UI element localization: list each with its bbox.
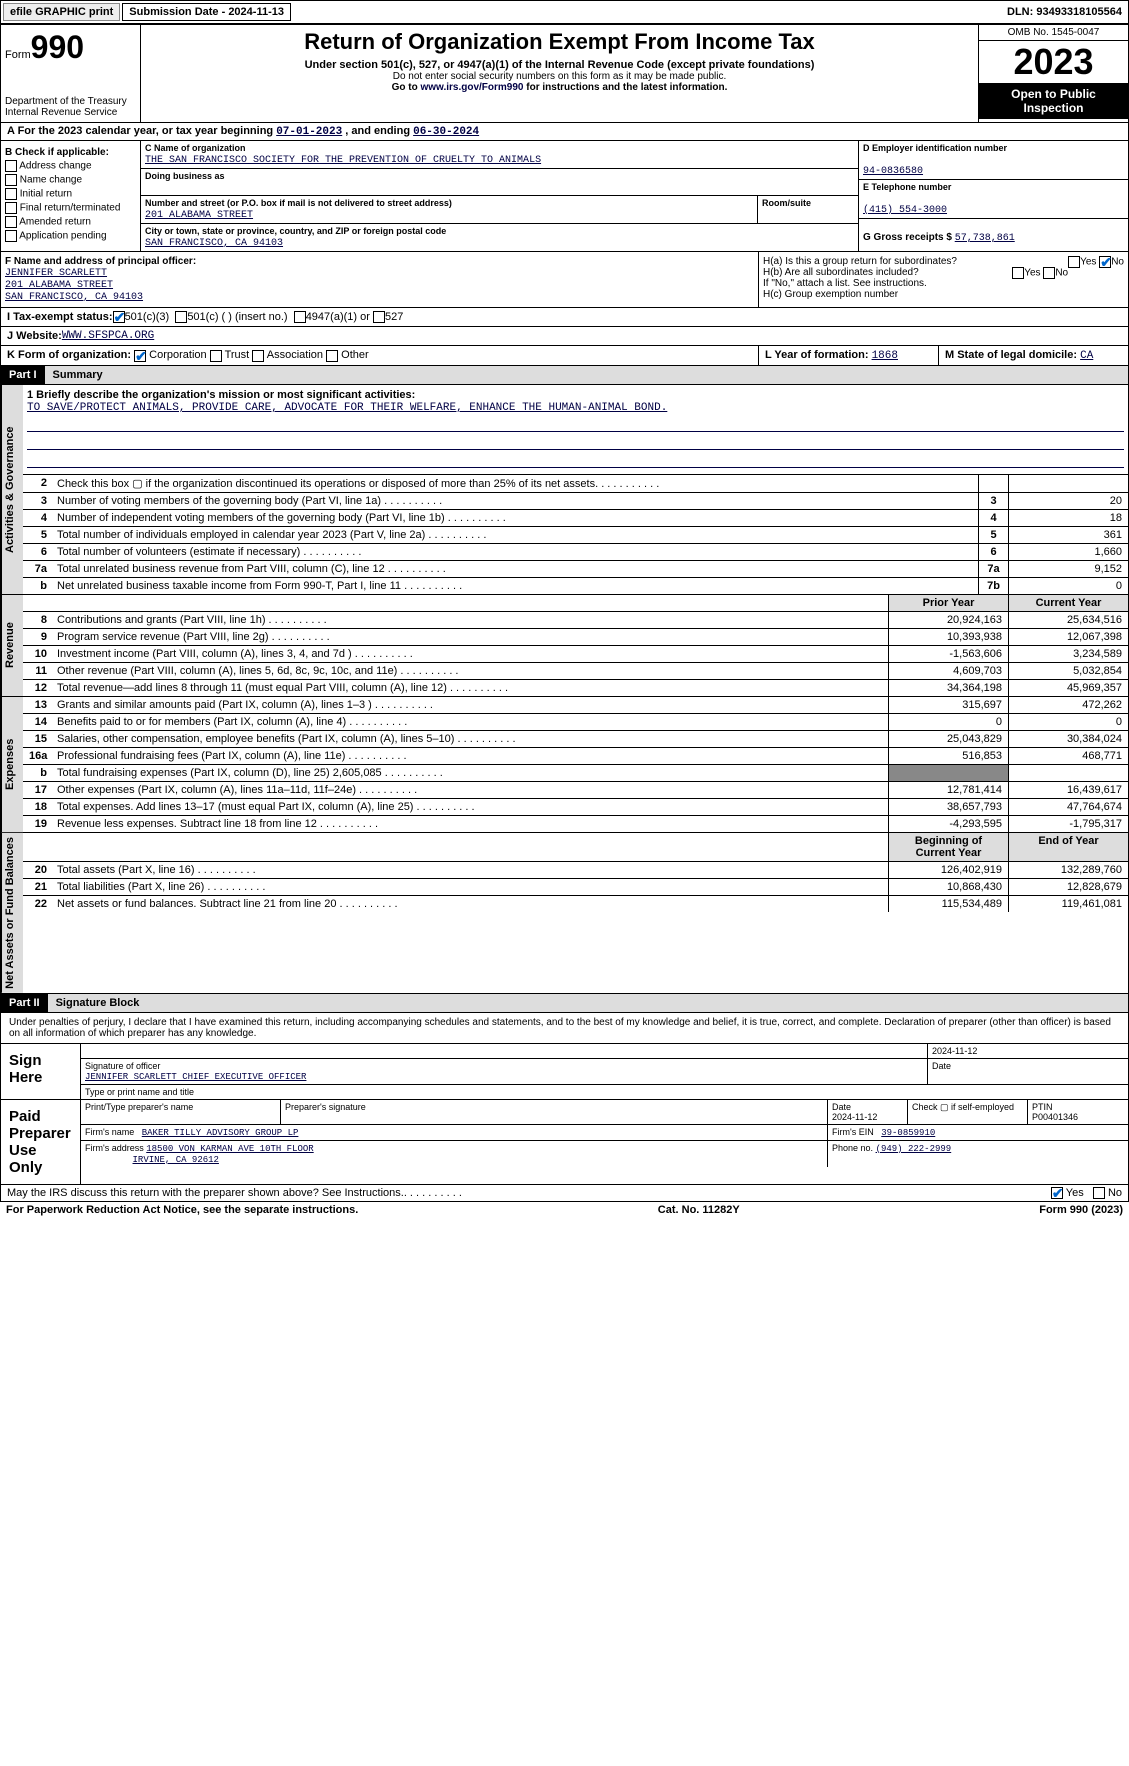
omb-number: OMB No. 1545-0047 <box>979 25 1128 41</box>
summary-line: 20Total assets (Part X, line 16)126,402,… <box>23 862 1128 879</box>
summary-line: 4Number of independent voting members of… <box>23 510 1128 527</box>
org-city: SAN FRANCISCO, CA 94103 <box>145 238 283 249</box>
summary-line: 22Net assets or fund balances. Subtract … <box>23 896 1128 912</box>
org-street: 201 ALABAMA STREET <box>145 210 253 221</box>
mission-text: TO SAVE/PROTECT ANIMALS, PROVIDE CARE, A… <box>27 402 667 414</box>
officer-group-row: F Name and address of principal officer:… <box>0 252 1129 308</box>
ein: 94-0836580 <box>863 166 923 177</box>
corporation-checkbox[interactable] <box>134 350 146 362</box>
address-change-checkbox[interactable] <box>5 160 17 172</box>
header-grid: B Check if applicable: Address change Na… <box>0 141 1129 252</box>
vtab-netassets: Net Assets or Fund Balances <box>1 833 23 993</box>
summary-line: 10Investment income (Part VIII, column (… <box>23 646 1128 663</box>
website-row: J Website: WWW.SFSPCA.ORG <box>0 327 1129 346</box>
form-header: Form990 Department of the Treasury Inter… <box>0 24 1129 123</box>
form-subtitle: Under section 501(c), 527, or 4947(a)(1)… <box>145 59 974 71</box>
open-to-public: Open to Public Inspection <box>979 83 1128 119</box>
summary-line: 15Salaries, other compensation, employee… <box>23 731 1128 748</box>
officer-name: JENNIFER SCARLETT <box>5 268 107 279</box>
top-bar: efile GRAPHIC print Submission Date - 20… <box>0 0 1129 24</box>
summary-line: 8Contributions and grants (Part VIII, li… <box>23 612 1128 629</box>
org-name: THE SAN FRANCISCO SOCIETY FOR THE PREVEN… <box>145 155 541 166</box>
summary-line: 14Benefits paid to or for members (Part … <box>23 714 1128 731</box>
tax-year: 2023 <box>979 41 1128 83</box>
form-word: Form <box>5 49 31 61</box>
summary-line: 7aTotal unrelated business revenue from … <box>23 561 1128 578</box>
dept-treasury: Department of the Treasury Internal Reve… <box>5 96 136 118</box>
group-return-no[interactable] <box>1099 256 1111 268</box>
tax-year-row: A For the 2023 calendar year, or tax yea… <box>0 123 1129 141</box>
irs-link[interactable]: www.irs.gov/Form990 <box>420 82 523 93</box>
summary-line: 18Total expenses. Add lines 13–17 (must … <box>23 799 1128 816</box>
summary-line: bNet unrelated business taxable income f… <box>23 578 1128 594</box>
tax-exempt-row: I Tax-exempt status: 501(c)(3) 501(c) ( … <box>0 308 1129 327</box>
summary-line: 19Revenue less expenses. Subtract line 1… <box>23 816 1128 832</box>
summary-line: 2Check this box ▢ if the organization di… <box>23 475 1128 493</box>
summary-line: 13Grants and similar amounts paid (Part … <box>23 697 1128 714</box>
sign-here-block: Sign Here 2024-11-12 Signature of office… <box>0 1044 1129 1100</box>
form-title: Return of Organization Exempt From Incom… <box>145 29 974 55</box>
paid-preparer-block: Paid Preparer Use Only Print/Type prepar… <box>0 1100 1129 1185</box>
501c3-checkbox[interactable] <box>113 311 125 323</box>
summary-line: bTotal fundraising expenses (Part IX, co… <box>23 765 1128 782</box>
summary-line: 6Total number of volunteers (estimate if… <box>23 544 1128 561</box>
amended-return-checkbox[interactable] <box>5 216 17 228</box>
summary-line: 9Program service revenue (Part VIII, lin… <box>23 629 1128 646</box>
dln: DLN: 93493318105564 <box>1001 4 1128 20</box>
vtab-governance: Activities & Governance <box>1 385 23 594</box>
vtab-revenue: Revenue <box>1 595 23 696</box>
vtab-expenses: Expenses <box>1 697 23 832</box>
name-change-checkbox[interactable] <box>5 174 17 186</box>
part2-header: Part IISignature Block <box>0 994 1129 1013</box>
final-return-checkbox[interactable] <box>5 202 17 214</box>
form-number: 990 <box>31 29 84 65</box>
discuss-yes[interactable] <box>1051 1187 1063 1199</box>
perjury-declaration: Under penalties of perjury, I declare th… <box>0 1013 1129 1044</box>
summary-line: 21Total liabilities (Part X, line 26)10,… <box>23 879 1128 896</box>
application-pending-checkbox[interactable] <box>5 230 17 242</box>
summary-line: 17Other expenses (Part IX, column (A), l… <box>23 782 1128 799</box>
footer: For Paperwork Reduction Act Notice, see … <box>0 1202 1129 1218</box>
part1-header: Part ISummary <box>0 366 1129 385</box>
gross-receipts: 57,738,861 <box>955 233 1015 244</box>
initial-return-checkbox[interactable] <box>5 188 17 200</box>
phone: (415) 554-3000 <box>863 205 947 216</box>
summary-line: 11Other revenue (Part VIII, column (A), … <box>23 663 1128 680</box>
summary-line: 5Total number of individuals employed in… <box>23 527 1128 544</box>
col-b-checkboxes: B Check if applicable: Address change Na… <box>1 141 141 251</box>
summary-line: 12Total revenue—add lines 8 through 11 (… <box>23 680 1128 696</box>
website[interactable]: WWW.SFSPCA.ORG <box>62 330 154 342</box>
ssn-warning: Do not enter social security numbers on … <box>145 71 974 82</box>
submission-date: Submission Date - 2024-11-13 <box>122 3 291 21</box>
discuss-row: May the IRS discuss this return with the… <box>0 1185 1129 1202</box>
summary-line: 16aProfessional fundraising fees (Part I… <box>23 748 1128 765</box>
efile-print-button[interactable]: efile GRAPHIC print <box>3 3 120 21</box>
k-l-m-row: K Form of organization: Corporation Trus… <box>0 346 1129 366</box>
summary-line: 3Number of voting members of the governi… <box>23 493 1128 510</box>
